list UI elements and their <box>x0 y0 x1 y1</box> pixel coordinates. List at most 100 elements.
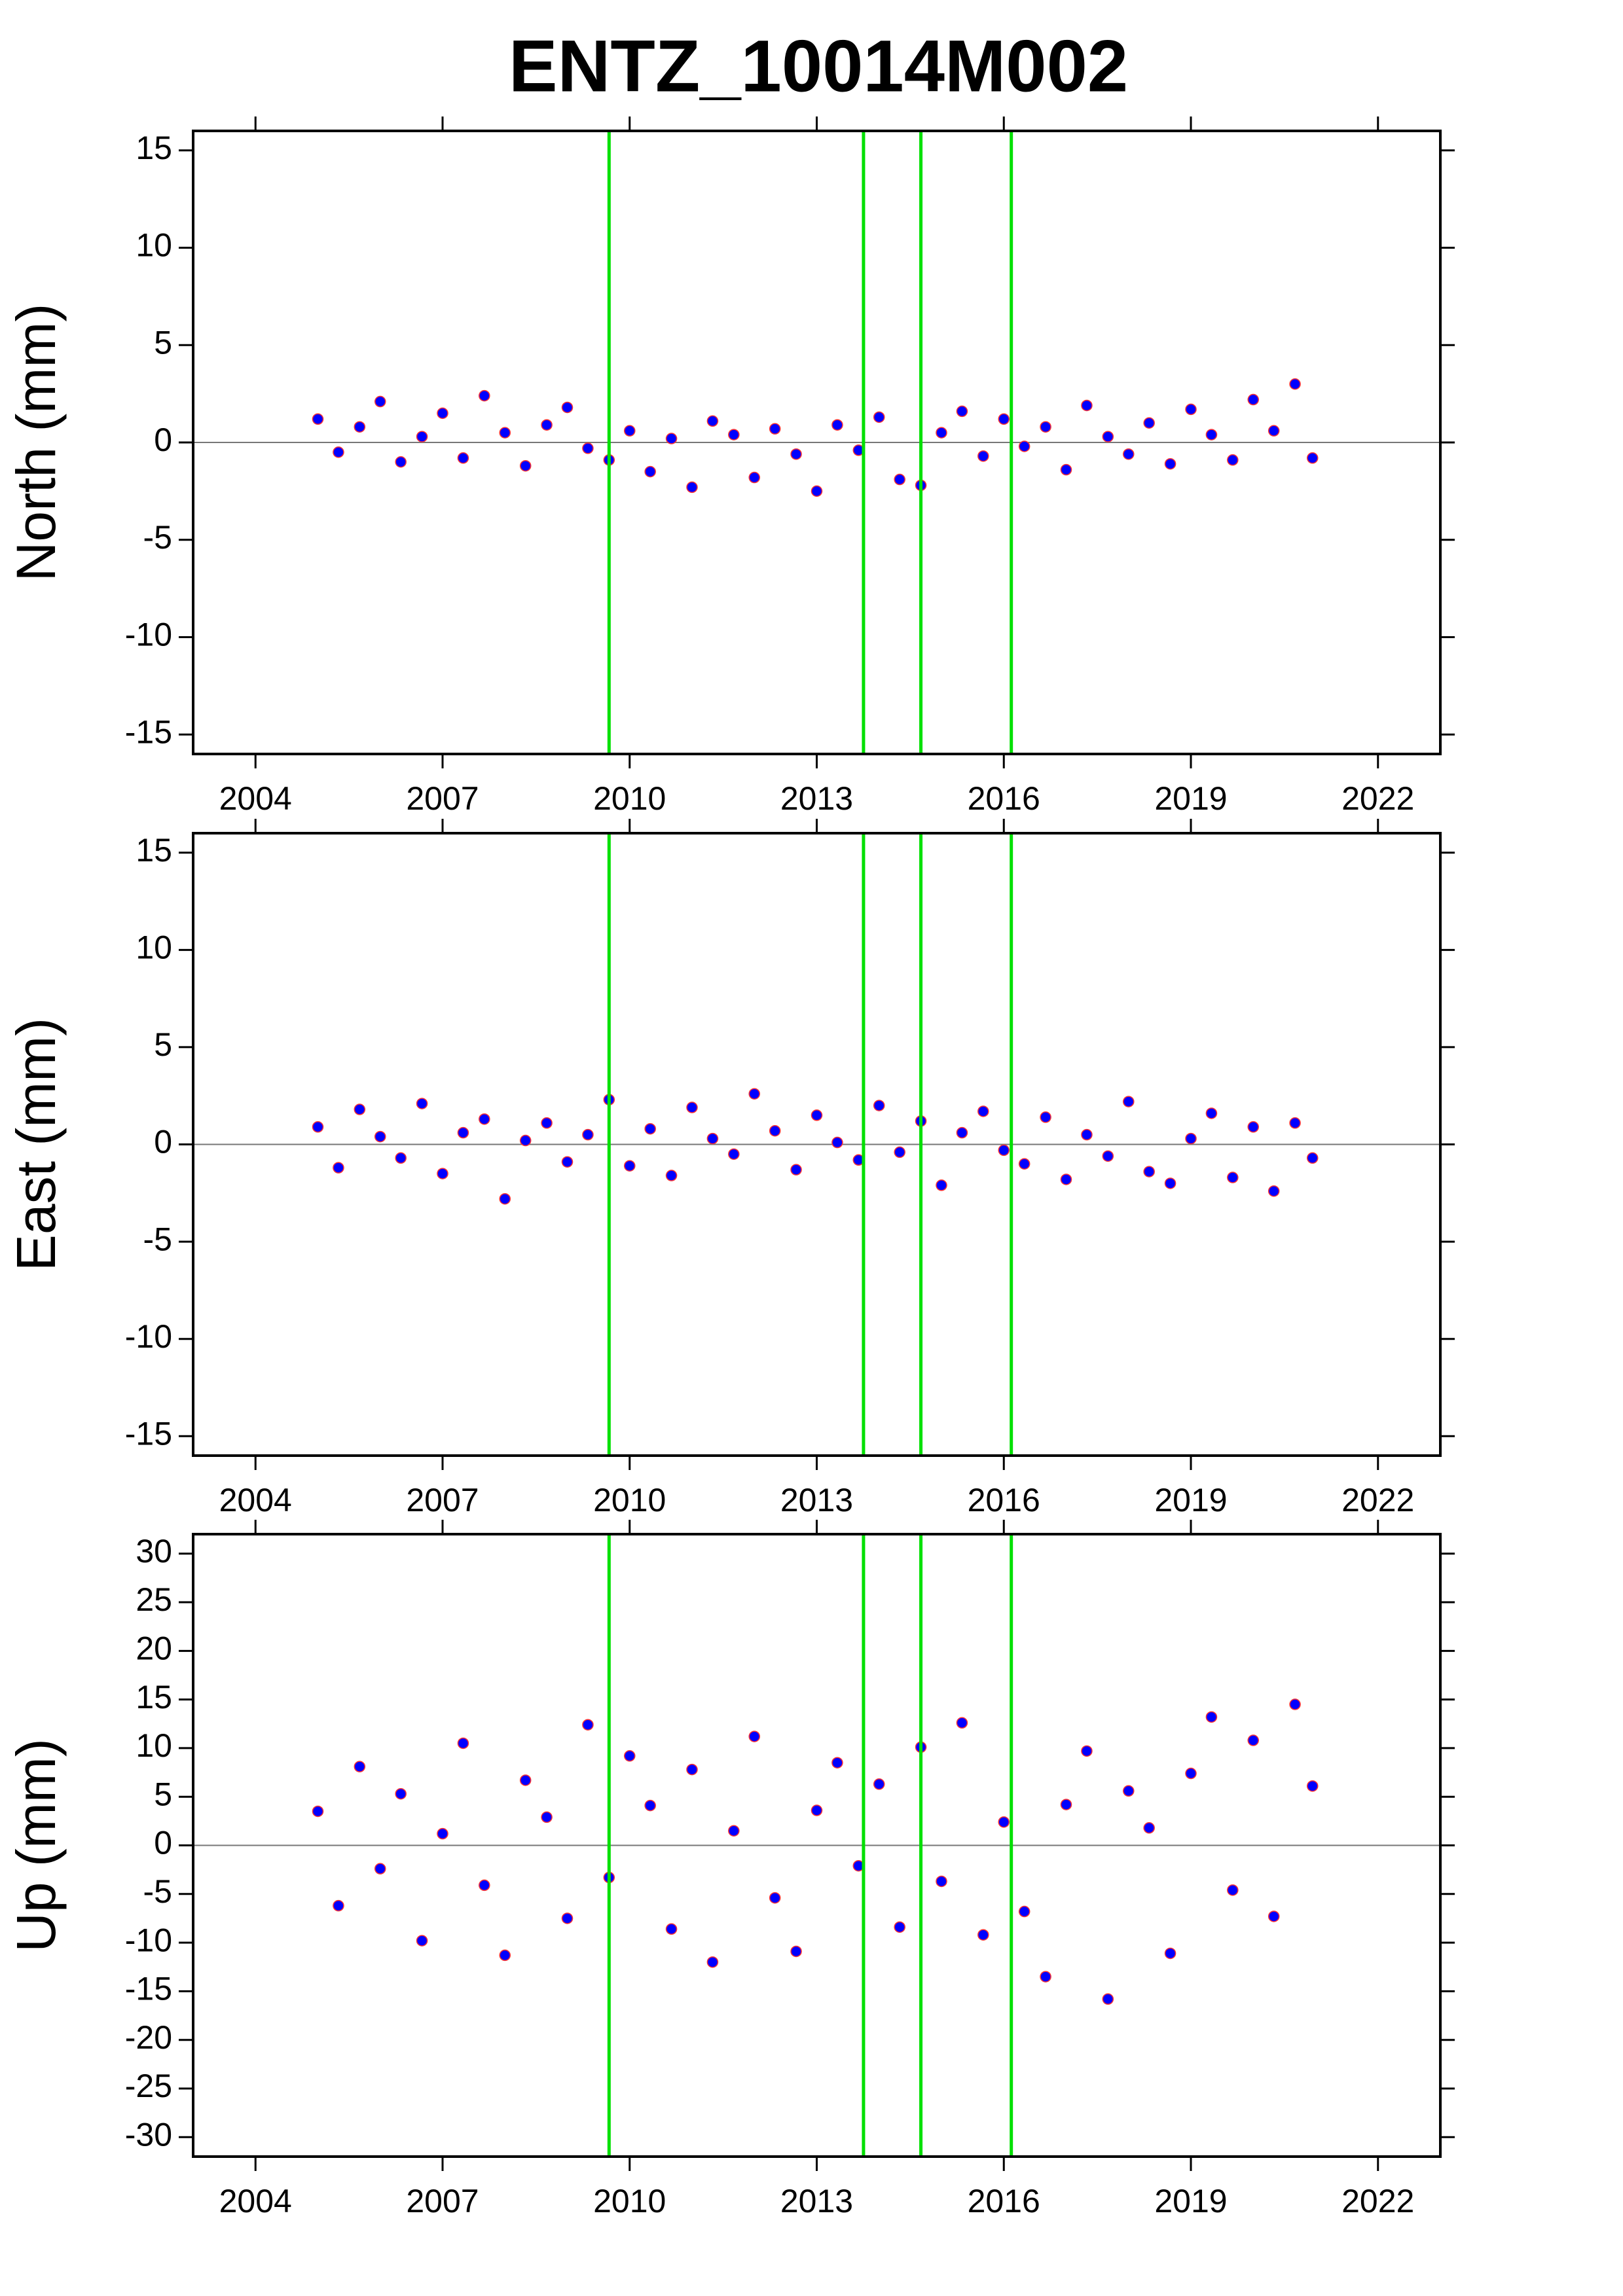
data-point <box>1018 1905 1030 1918</box>
data-point <box>354 1103 366 1115</box>
data-point <box>499 1193 511 1205</box>
data-point <box>977 1929 989 1941</box>
data-point <box>561 401 574 414</box>
data-point <box>644 1122 656 1135</box>
data-point <box>1267 1910 1280 1922</box>
data-point <box>437 407 448 420</box>
data-point <box>541 1811 553 1823</box>
x-tick-label: 2013 <box>780 2183 853 2219</box>
data-point <box>1123 1785 1135 1797</box>
data-point <box>374 1863 386 1874</box>
data-point <box>1306 1780 1319 1792</box>
data-point <box>395 1152 407 1164</box>
x-tick-label: 2004 <box>219 2183 292 2219</box>
data-point <box>499 427 511 439</box>
x-tick-label: 2016 <box>968 1482 1040 1518</box>
x-tick-label: 2004 <box>219 1482 292 1518</box>
x-tick-label: 2007 <box>406 2183 479 2219</box>
y-tick-label: 10 <box>136 1727 172 1764</box>
data-point <box>624 1160 636 1172</box>
y-tick-label: -10 <box>125 617 172 653</box>
data-point <box>706 415 719 427</box>
data-point <box>1227 1884 1239 1896</box>
data-point <box>748 1088 760 1100</box>
data-point <box>416 1935 428 1946</box>
data-point <box>333 1162 344 1174</box>
data-point <box>1040 1971 1051 1982</box>
data-point <box>479 1879 490 1892</box>
data-point <box>437 1168 448 1179</box>
y-axis-label: Up (mm) <box>5 1738 67 1952</box>
data-point <box>541 1117 553 1129</box>
y-tick-label: 0 <box>154 1124 172 1160</box>
data-point <box>894 473 905 486</box>
data-point <box>499 1949 511 1962</box>
data-point <box>416 1098 428 1109</box>
data-point <box>561 1912 574 1924</box>
data-point <box>769 1124 781 1137</box>
chart-title: ENTZ_10014M002 <box>509 26 1128 107</box>
data-point <box>1123 448 1135 460</box>
data-point <box>1267 1185 1280 1197</box>
y-tick-label: -15 <box>125 1415 172 1452</box>
x-tick-label: 2019 <box>1154 780 1227 817</box>
x-tick-label: 2022 <box>1341 780 1414 817</box>
data-point <box>1143 1822 1155 1834</box>
data-point <box>374 395 386 408</box>
data-point <box>541 419 553 431</box>
y-tick-label: 5 <box>154 324 172 361</box>
data-point <box>977 1105 989 1117</box>
data-point <box>790 448 802 460</box>
data-point <box>457 1737 469 1749</box>
y-axis-label: East (mm) <box>5 1018 67 1271</box>
data-point <box>561 1156 574 1168</box>
data-point <box>333 1899 344 1912</box>
data-point <box>936 1179 947 1191</box>
y-tick-label: -5 <box>143 1873 172 1910</box>
data-point <box>998 1816 1010 1828</box>
y-tick-label: 15 <box>136 130 172 166</box>
y-tick-label: -20 <box>125 2019 172 2056</box>
plot-frame <box>192 1533 1442 2158</box>
data-point <box>811 1804 823 1816</box>
data-point <box>894 1921 905 1933</box>
x-tick-label: 2007 <box>406 780 479 817</box>
data-point <box>1123 1096 1135 1107</box>
data-point <box>1164 1177 1176 1189</box>
data-point <box>479 389 490 402</box>
y-tick-label: 25 <box>136 1581 172 1618</box>
data-point <box>790 1164 802 1175</box>
y-tick-label: -10 <box>125 1922 172 1958</box>
x-tick-label: 2016 <box>968 780 1040 817</box>
plot-frame <box>192 130 1442 755</box>
y-tick-label: -5 <box>143 1221 172 1257</box>
data-point <box>790 1945 802 1958</box>
plot-frame <box>192 832 1442 1457</box>
data-point <box>582 1128 594 1141</box>
data-point <box>686 1102 698 1113</box>
data-point <box>1185 1767 1197 1780</box>
data-point <box>1040 1111 1051 1123</box>
data-point <box>582 1719 594 1731</box>
x-tick-label: 2013 <box>780 1482 853 1518</box>
x-tick-label: 2019 <box>1154 2183 1227 2219</box>
x-tick-label: 2022 <box>1341 2183 1414 2219</box>
data-point <box>1143 417 1155 429</box>
y-tick-label: 15 <box>136 1679 172 1715</box>
data-point <box>936 427 947 439</box>
data-point <box>1060 463 1072 476</box>
data-point <box>1018 440 1030 452</box>
data-point <box>998 413 1010 425</box>
y-tick-label: 0 <box>154 1825 172 1861</box>
data-point <box>998 1144 1010 1157</box>
data-point <box>1102 431 1114 442</box>
data-point <box>1143 1166 1155 1177</box>
x-tick-label: 2004 <box>219 780 292 817</box>
x-tick-label: 2022 <box>1341 1482 1414 1518</box>
x-tick-label: 2007 <box>406 1482 479 1518</box>
data-point <box>1267 425 1280 437</box>
data-point <box>395 1787 407 1800</box>
y-tick-label: -5 <box>143 519 172 556</box>
data-point <box>1205 1107 1218 1119</box>
